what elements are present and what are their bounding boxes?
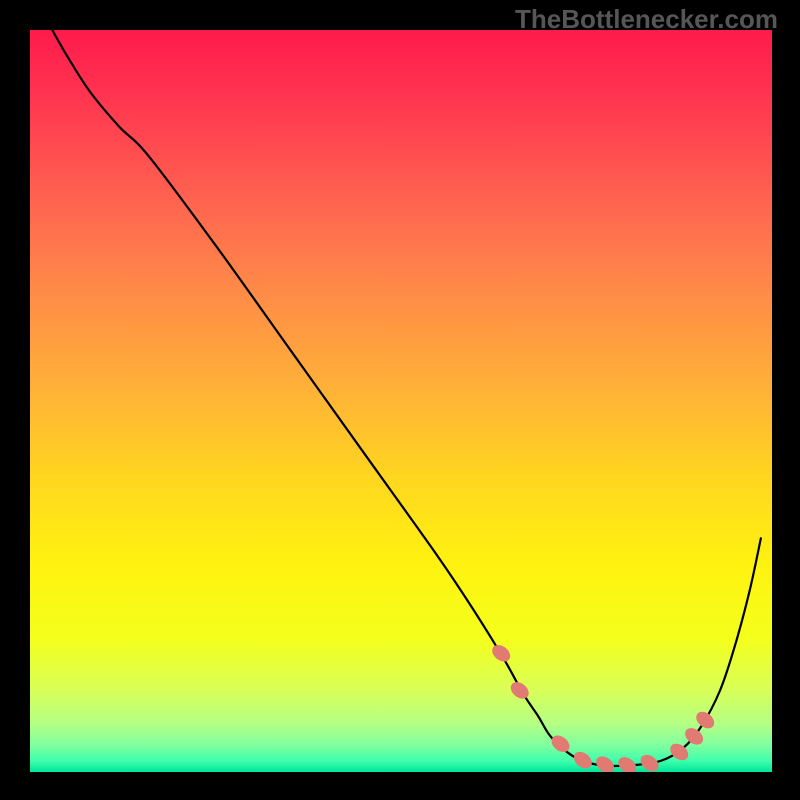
bottleneck-chart (30, 30, 772, 772)
gradient-background (30, 30, 772, 772)
